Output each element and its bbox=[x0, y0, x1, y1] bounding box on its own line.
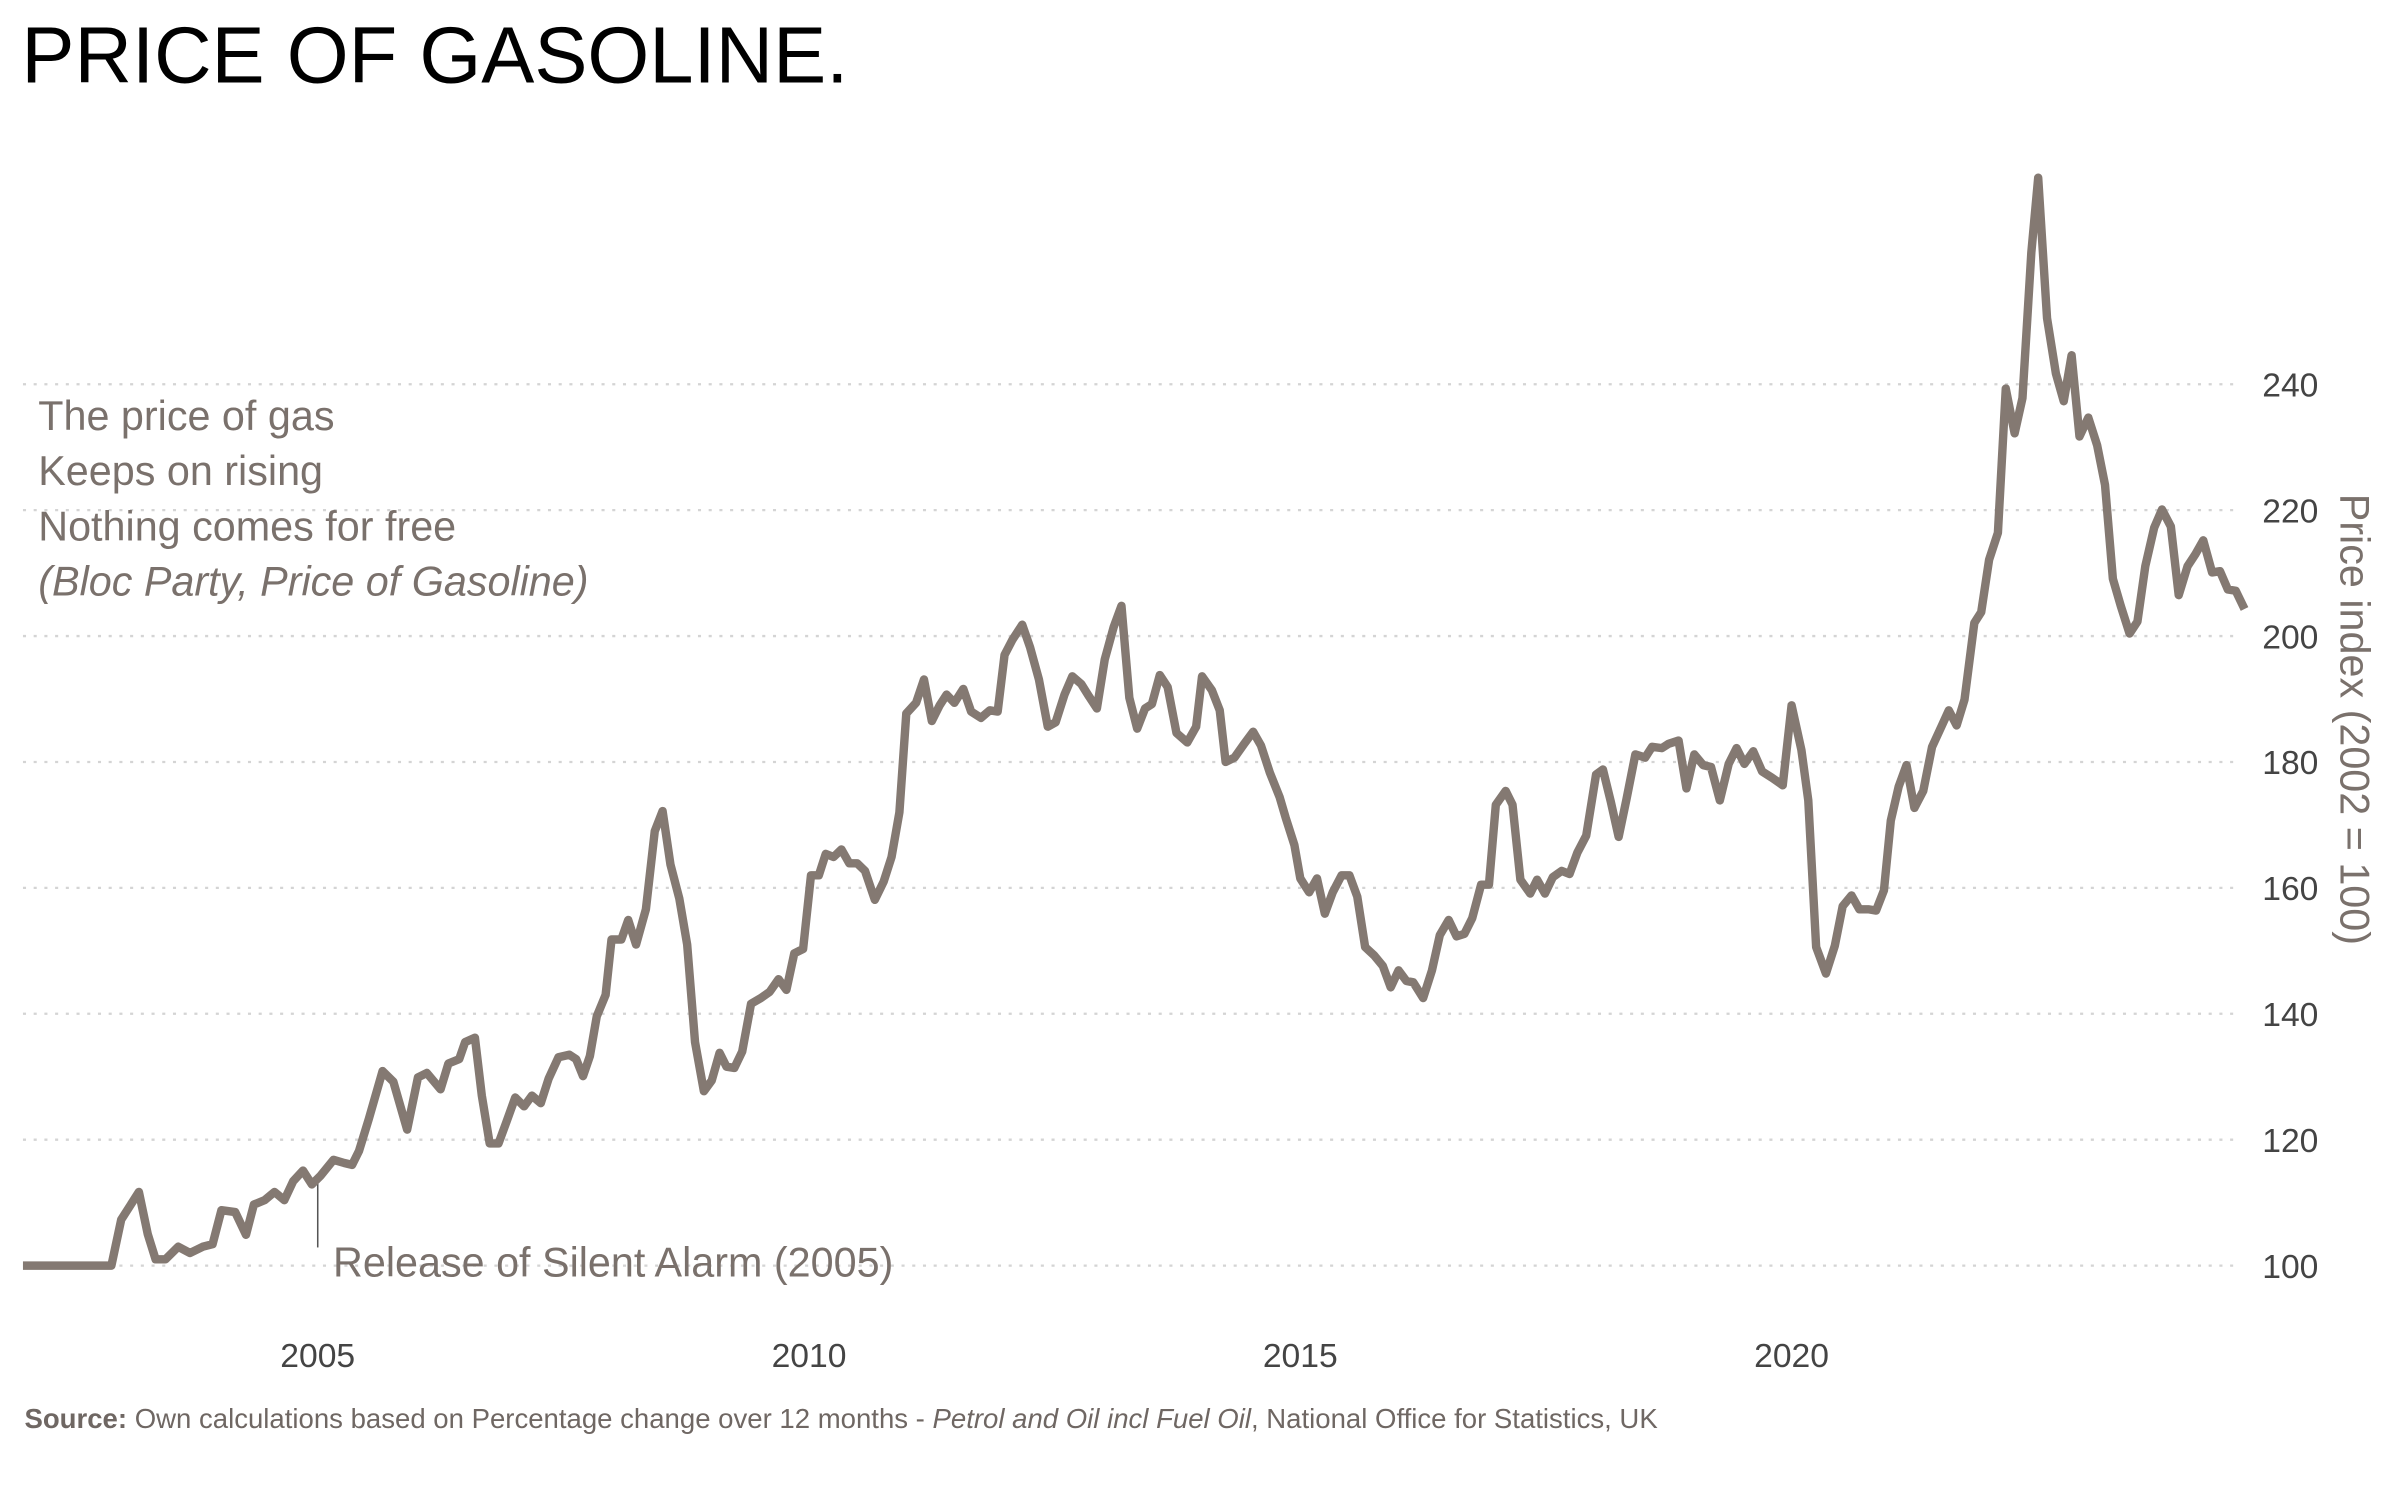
price-line bbox=[22, 173, 2249, 1270]
x-tick-label: 2020 bbox=[1754, 1338, 1829, 1375]
source: Source: Own calculations based on Percen… bbox=[24, 1403, 1658, 1434]
note-line: The price of gas bbox=[38, 393, 334, 439]
y-tick-label: 220 bbox=[2262, 493, 2318, 530]
note-line: Keeps on rising bbox=[38, 448, 323, 494]
x-tick-label: 2015 bbox=[1263, 1338, 1338, 1375]
chart-title: PRICE OF GASOLINE. bbox=[21, 11, 848, 100]
x-tick-label: 2005 bbox=[280, 1338, 355, 1375]
y-tick-label: 240 bbox=[2262, 367, 2318, 404]
y-tick-label: 160 bbox=[2262, 871, 2318, 908]
source-label: Source: bbox=[24, 1403, 127, 1434]
source-italic: Petrol and Oil incl Fuel Oil bbox=[933, 1403, 1252, 1434]
annotation-text: Release of Silent Alarm (2005) bbox=[333, 1240, 893, 1286]
x-tick-label: 2010 bbox=[772, 1338, 847, 1375]
note-line: (Bloc Party, Price of Gasoline) bbox=[38, 558, 588, 604]
y-tick-label: 200 bbox=[2262, 619, 2318, 656]
y-tick-label: 140 bbox=[2262, 997, 2318, 1034]
note-line: Nothing comes for free bbox=[38, 503, 456, 549]
source-rest: , National Office for Statistics, UK bbox=[1251, 1403, 1658, 1434]
y-axis-label: Price index (2002 = 100) bbox=[2331, 494, 2377, 945]
y-tick-label: 120 bbox=[2262, 1123, 2318, 1160]
y-tick-label: 100 bbox=[2262, 1249, 2318, 1286]
source-text: Own calculations based on Percentage cha… bbox=[135, 1403, 925, 1434]
y-tick-label: 180 bbox=[2262, 745, 2318, 782]
